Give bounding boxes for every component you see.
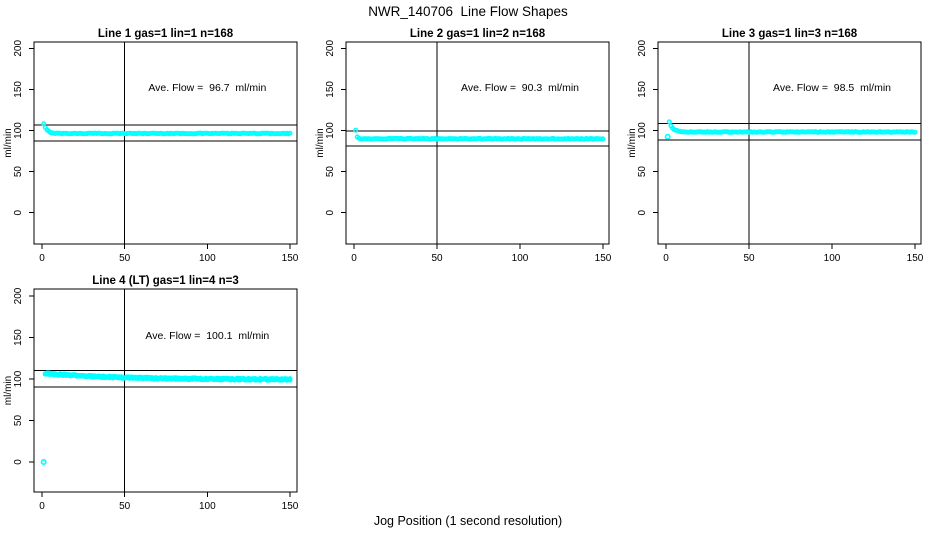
x-tick-label: 150 [595,253,612,264]
flow-panel-4: Line 4 (LT) gas=1 lin=4 n=3 0 50 100 150 0 50 1… [3,275,299,512]
x-tick-label: 150 [907,253,924,264]
y-tick-label: 100 [13,122,24,139]
y-tick-label: 50 [325,166,336,178]
data-point [600,136,606,142]
y-tick-label: 0 [325,209,336,215]
plot-box [657,41,922,245]
data-point [353,127,359,133]
y-tick-label: 0 [13,209,24,215]
x-tick-label: 50 [119,501,131,512]
x-tick-label: 0 [351,253,357,264]
y-tick-label: 150 [13,81,24,98]
data-point [287,130,293,136]
data-points [664,119,918,140]
x-tick-label: 0 [39,253,45,264]
x-axis-label: Jog Position (1 second resolution) [373,514,563,528]
y-tick-label: 200 [13,287,24,304]
x-tick-label: 100 [199,253,216,264]
x-tick-label: 50 [119,253,131,264]
x-tick-label: 0 [663,253,669,264]
figure-title: NWR_140706 Line Flow Shapes [368,4,568,19]
average-flow-annotation: Ave. Flow = 98.5 ml/min [773,82,891,94]
y-axis-title: ml/min [3,376,14,405]
outlier-point [40,458,47,465]
panel-title: Line 4 (LT) gas=1 lin=4 n=3 [92,275,238,287]
data-point [287,376,293,382]
plot-box [345,41,610,245]
y-tick-label: 150 [13,329,24,346]
average-flow-annotation: Ave. Flow = 90.3 ml/min [461,82,579,94]
y-tick-label: 100 [13,370,24,387]
panel-title: Line 3 gas=1 lin=3 n=168 [722,28,858,40]
outlier-point [664,133,671,140]
flow-panel-1: Line 1 gas=1 lin=1 n=168 0 50 100 150 0 50 100 1… [3,28,299,264]
y-tick-label: 150 [325,81,336,98]
panel-title: Line 2 gas=1 lin=2 n=168 [410,28,546,40]
y-axis-title: ml/min [3,128,14,157]
x-tick-label: 100 [512,253,529,264]
x-tick-label: 50 [431,253,443,264]
data-points [40,370,293,465]
y-tick-label: 200 [13,40,24,57]
flow-panel-3: Line 3 gas=1 lin=3 n=168 0 50 100 150 0 50 100 1… [627,28,924,264]
x-tick-label: 0 [39,501,45,512]
y-tick-label: 150 [637,81,648,98]
average-flow-annotation: Ave. Flow = 96.7 ml/min [148,82,266,94]
plot-box [33,41,298,245]
y-axis-title: ml/min [315,128,326,157]
data-point [666,119,672,125]
y-tick-label: 0 [13,459,24,465]
y-tick-label: 200 [325,40,336,57]
data-point [912,129,918,135]
data-points [353,127,606,142]
y-tick-label: 50 [637,166,648,178]
data-points [41,121,293,137]
x-tick-label: 100 [199,501,216,512]
y-tick-label: 100 [325,122,336,139]
x-tick-label: 100 [824,253,841,264]
y-tick-label: 0 [637,209,648,215]
y-axis-title: ml/min [627,128,638,157]
y-tick-label: 200 [637,40,648,57]
x-tick-label: 150 [282,253,299,264]
x-tick-label: 150 [282,501,299,512]
average-flow-annotation: Ave. Flow = 100.1 ml/min [145,330,269,342]
y-tick-label: 50 [13,166,24,178]
flow-panel-2: Line 2 gas=1 lin=2 n=168 0 50 100 150 0 50 100 1… [315,28,612,264]
y-tick-label: 100 [637,122,648,139]
x-tick-label: 50 [743,253,755,264]
plot-box [33,288,298,493]
panel-title: Line 1 gas=1 lin=1 n=168 [98,28,234,40]
y-tick-label: 50 [13,415,24,427]
